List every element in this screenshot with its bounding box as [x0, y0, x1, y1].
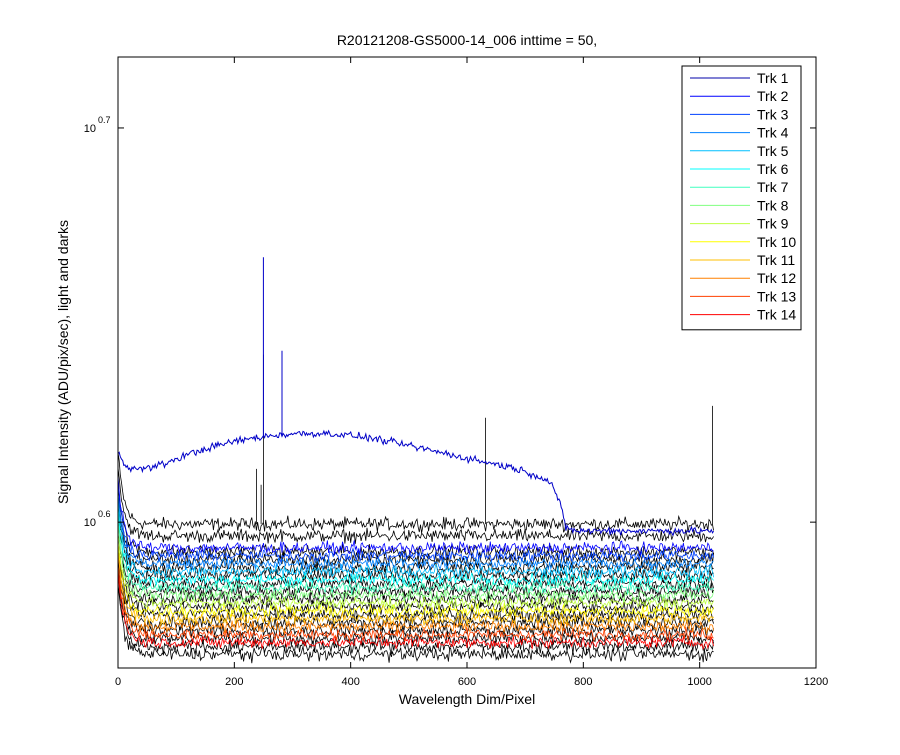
legend-label: Trk 12 [757, 270, 796, 286]
series-trace-trk-13 [117, 563, 714, 643]
series-trace-trk-2 [117, 475, 714, 556]
legend-label: Trk 2 [757, 88, 789, 104]
legend-label: Trk 8 [757, 197, 789, 213]
x-tick-label: 400 [341, 676, 359, 688]
legend-label: Trk 7 [757, 179, 789, 195]
dark-trace [117, 518, 714, 600]
series-trace-trk-7 [117, 515, 714, 595]
series-trace-trk-11 [117, 549, 714, 627]
x-tick-label: 0 [115, 676, 121, 688]
legend-label: Trk 11 [757, 252, 795, 268]
legend-label: Trk 5 [757, 143, 789, 159]
series-trace-trk-9 [117, 534, 714, 611]
dark-trace [117, 467, 714, 544]
series-trace-trk-14 [117, 568, 714, 651]
dark-trace [117, 487, 714, 569]
series-trace-trk-1 [117, 257, 715, 537]
legend-label: Trk 1 [757, 70, 789, 86]
legend-label: Trk 14 [757, 307, 796, 323]
dark-trace [117, 354, 714, 534]
legend-label: Trk 9 [757, 216, 789, 232]
x-tick-label: 1000 [687, 676, 711, 688]
x-tick-label: 1200 [804, 676, 828, 688]
legend-box [681, 65, 802, 331]
x-tick-label: 200 [225, 676, 243, 688]
x-tick-label: 600 [458, 676, 476, 688]
dark-trace [117, 538, 714, 615]
series-trace-trk-12 [117, 554, 714, 635]
series-trace-trk-8 [117, 522, 714, 603]
series-trace-trk-3 [117, 484, 714, 564]
series-trace-trk-10 [117, 541, 714, 619]
series-trace-trk-5 [117, 496, 714, 579]
legend-label: Trk 6 [757, 161, 789, 177]
dark-trace [117, 564, 714, 647]
legend-label: Trk 4 [757, 125, 789, 141]
dark-trace [117, 506, 714, 584]
series-trace-trk-6 [117, 503, 714, 588]
chart-title: R20121208-GS5000-14_006 inttime = 50, [337, 32, 597, 48]
dark-trace [117, 573, 714, 656]
legend-label: Trk 10 [757, 234, 796, 250]
y-axis-label: Signal Intensity (ADU/pix/sec), light an… [55, 220, 71, 504]
legend-label: Trk 13 [757, 288, 796, 304]
y-tick-label: 10 [84, 123, 96, 135]
y-tick-exponent: 0.6 [98, 509, 111, 519]
legend-label: Trk 3 [757, 106, 789, 122]
y-tick-exponent: 0.7 [98, 115, 111, 125]
x-tick-label: 800 [574, 676, 592, 688]
series-trace-trk-4 [117, 492, 714, 572]
x-axis-label: Wavelength Dim/Pixel [399, 691, 535, 707]
y-tick-label: 10 [84, 517, 96, 529]
dark-trace [117, 583, 714, 664]
series-layer [117, 257, 715, 664]
legend: Trk 1 Trk 2 Trk 3 Trk 4 Trk 5 Trk 6 Trk 7 Trk 8… [681, 65, 802, 331]
dark-trace [117, 496, 714, 576]
